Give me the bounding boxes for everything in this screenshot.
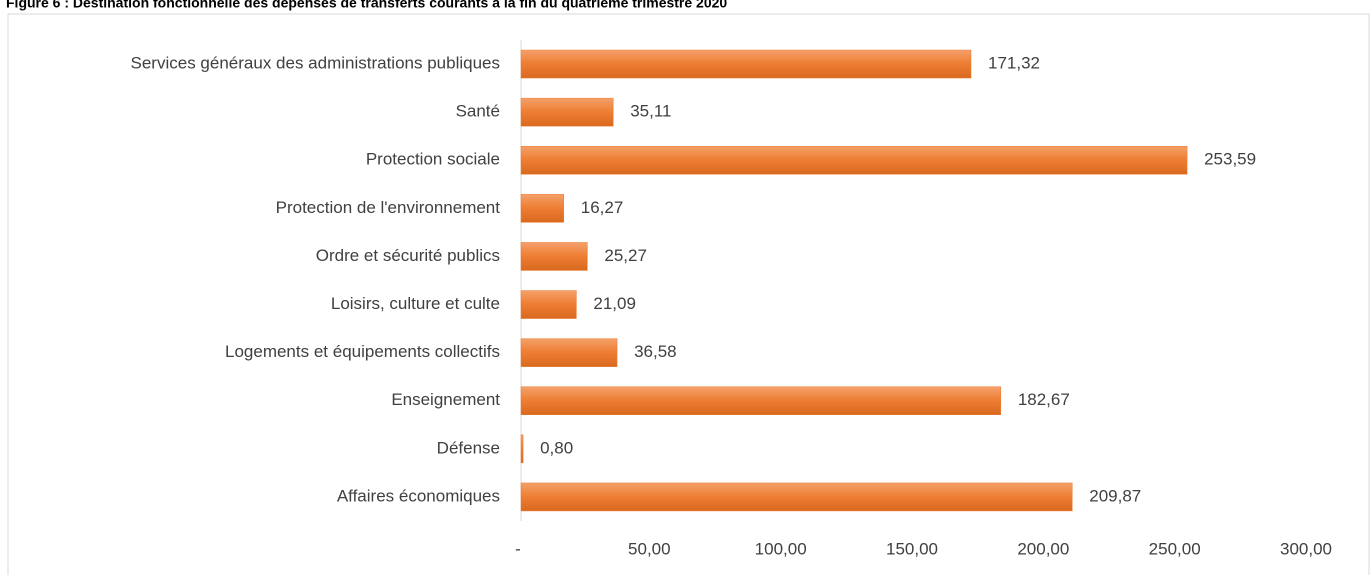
bar	[520, 242, 588, 271]
chart-title: Figure 6 : Destination fonctionnelle des…	[6, 0, 727, 11]
data-label: 36,58	[634, 342, 677, 361]
x-tick-label: 250,00	[1149, 539, 1201, 558]
bar	[520, 434, 524, 464]
bar	[520, 194, 564, 223]
y-tick-label: Affaires économiques	[337, 486, 500, 505]
data-label: 21,09	[593, 294, 636, 313]
y-tick-label: Services généraux des administrations pu…	[131, 54, 500, 73]
x-tick-label: 200,00	[1017, 539, 1069, 558]
data-label: 16,27	[581, 198, 624, 217]
data-label: 182,67	[1018, 390, 1070, 409]
bar	[520, 290, 577, 319]
bar	[520, 97, 614, 127]
x-tick-label: 100,00	[755, 539, 807, 558]
x-tick-label: 150,00	[886, 539, 938, 558]
bar	[520, 338, 618, 367]
bar	[520, 49, 972, 79]
chart-frame	[7, 13, 1370, 575]
bar	[520, 482, 1073, 512]
data-label: 35,11	[630, 102, 671, 121]
x-tick-label: -	[515, 539, 521, 558]
y-tick-label: Protection de l'environnement	[276, 198, 501, 217]
y-tick-label: Protection sociale	[366, 150, 500, 169]
data-label: 253,59	[1204, 150, 1256, 169]
y-tick-label: Santé	[456, 102, 500, 121]
data-label: 171,32	[988, 54, 1040, 73]
y-tick-label: Enseignement	[391, 390, 500, 409]
bar	[520, 386, 1002, 415]
y-tick-label: Défense	[437, 438, 500, 457]
x-tick-label: 50,00	[628, 539, 671, 558]
data-label: 209,87	[1089, 486, 1141, 505]
data-label: 0,80	[540, 438, 573, 457]
y-tick-label: Ordre et sécurité publics	[316, 246, 500, 265]
y-tick-label: Logements et équipements collectifs	[225, 342, 500, 361]
bar	[520, 146, 1188, 175]
y-tick-label: Loisirs, culture et culte	[331, 294, 500, 313]
data-label: 25,27	[604, 246, 647, 265]
x-tick-label: 300,00	[1280, 539, 1332, 558]
